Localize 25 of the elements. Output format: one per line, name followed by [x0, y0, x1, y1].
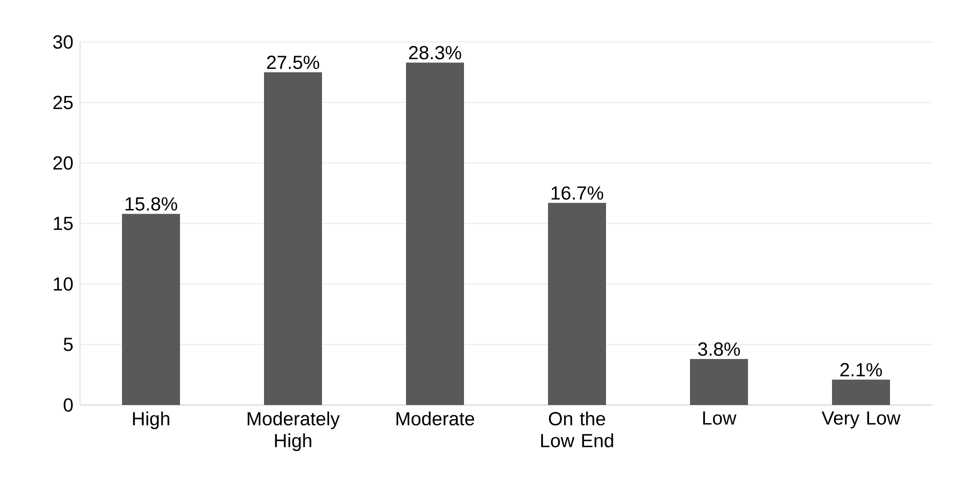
- bar: [548, 202, 606, 405]
- data-label: 16.7%: [552, 186, 604, 200]
- bar: [406, 62, 464, 405]
- x-tick-label: High: [133, 412, 170, 430]
- bar: [264, 72, 322, 405]
- bar: [832, 380, 890, 405]
- y-tick-label: 5: [64, 338, 73, 352]
- bar: [122, 214, 180, 405]
- y-tick-label: 0: [64, 398, 73, 412]
- data-label: 15.8%: [126, 197, 178, 211]
- data-label: 3.8%: [698, 342, 740, 356]
- data-label: 27.5%: [267, 56, 320, 70]
- y-tick-label: 25: [53, 96, 73, 110]
- y-tick-label: 20: [53, 156, 73, 170]
- x-tick-label: Low: [703, 412, 736, 425]
- y-tick-label: 15: [54, 216, 73, 230]
- x-tick-label: On the Low End: [541, 412, 614, 448]
- x-tick-label: Very Low: [822, 412, 900, 428]
- x-tick-label: Moderate: [396, 412, 474, 426]
- y-tick-label: 30: [53, 35, 73, 49]
- data-label: 28.3%: [409, 46, 462, 60]
- data-label: 2.1%: [840, 363, 882, 376]
- bar: [690, 359, 748, 405]
- y-tick-label: 10: [54, 277, 73, 291]
- x-tick-label: Moderately High: [248, 412, 340, 452]
